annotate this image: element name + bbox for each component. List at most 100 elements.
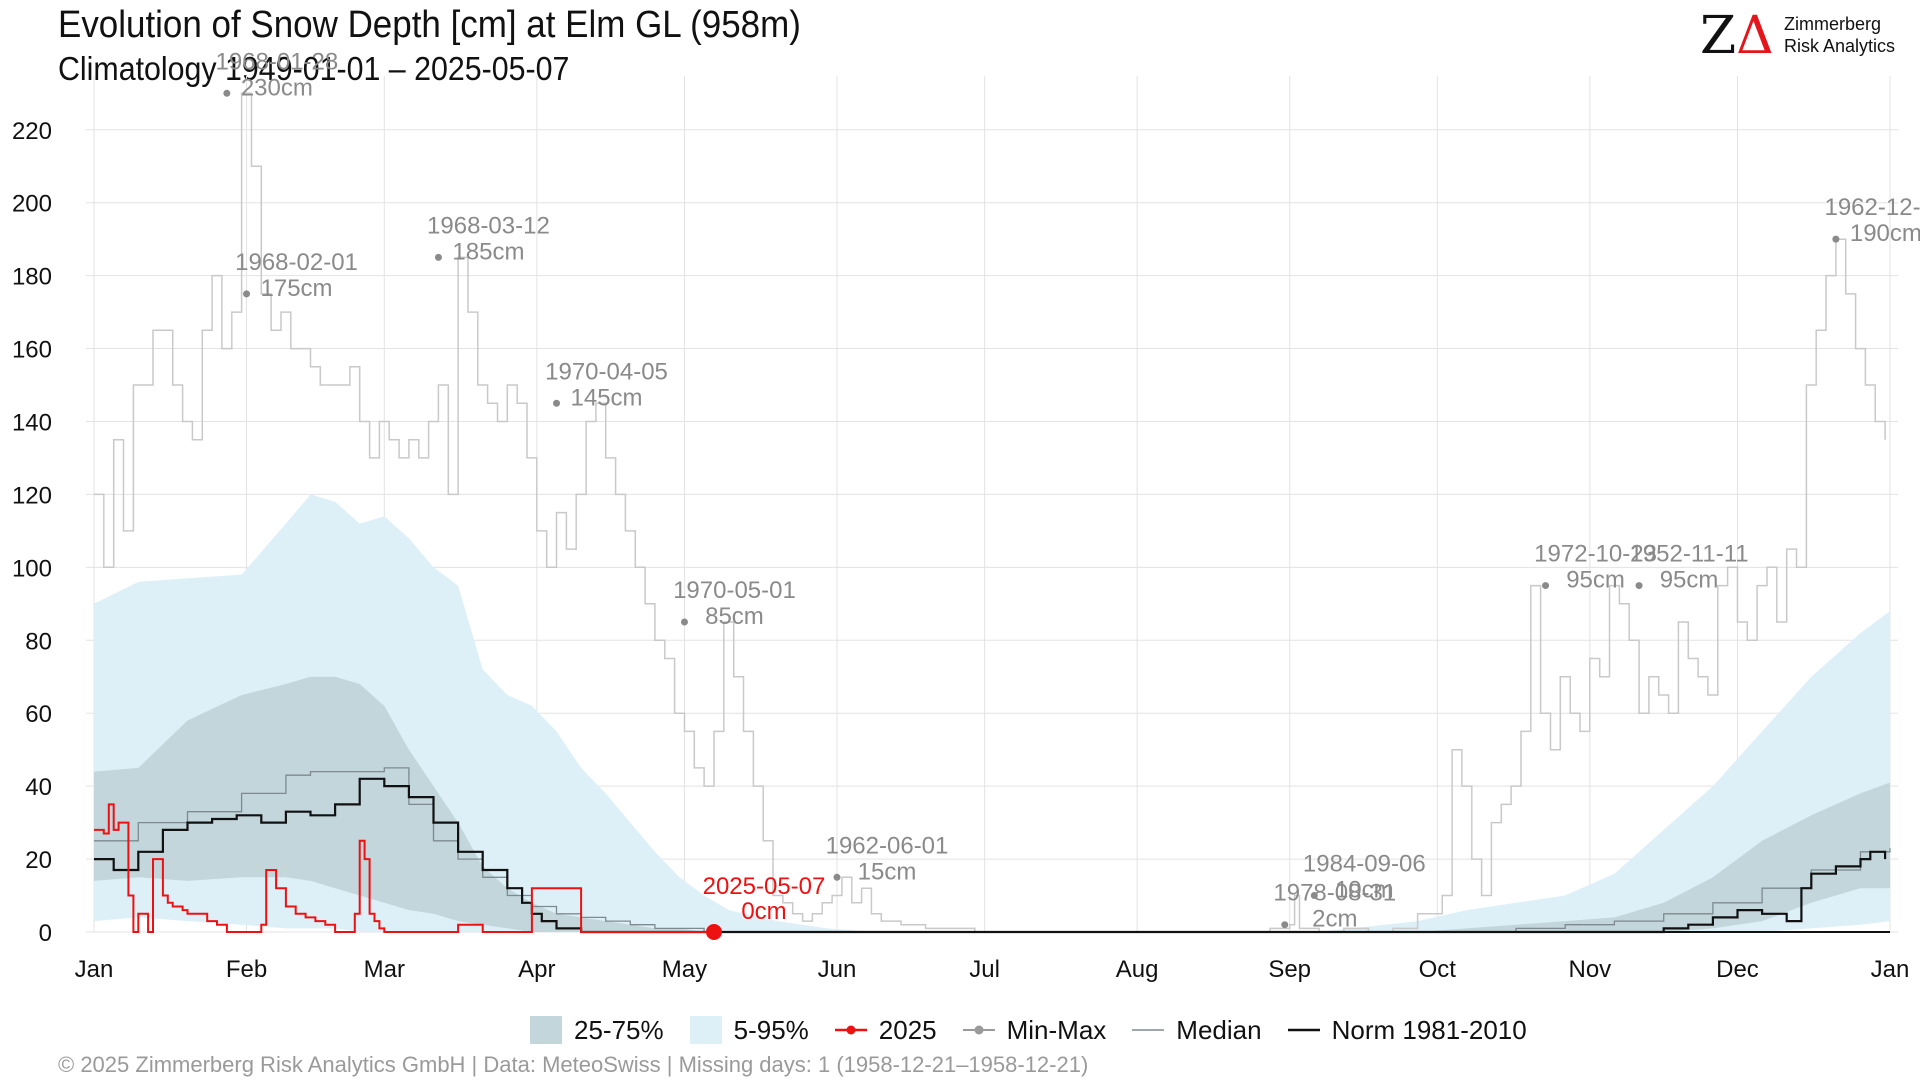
extreme-point — [243, 290, 251, 298]
legend-label-p5-95: 5-95% — [733, 1014, 809, 1045]
extreme-value-label: 190cm — [1850, 220, 1920, 247]
extreme-date-label: 1968-01-28 — [215, 48, 338, 75]
chart-subtitle: Climatology 1949-01-01 – 2025-05-07 — [58, 50, 570, 87]
legend-label-2025: 2025 — [878, 1014, 937, 1045]
extreme-point — [553, 399, 561, 407]
y-tick-label: 20 — [25, 847, 52, 874]
y-tick-label: 160 — [12, 337, 52, 364]
series-lines — [94, 92, 1891, 934]
extreme-date-label: 1968-03-12 — [427, 212, 550, 239]
legend-key-norm — [1287, 1028, 1320, 1032]
band-5-95 — [94, 494, 1890, 932]
extreme-date-label: 1968-02-01 — [235, 249, 358, 276]
legend-key-minmax — [962, 1025, 995, 1035]
x-tick-label: Dec — [1716, 956, 1759, 983]
legend-key-2025 — [834, 1025, 867, 1035]
x-tick-label: Aug — [1116, 956, 1159, 983]
legend-label-norm: Norm 1981-2010 — [1331, 1014, 1527, 1045]
logo-text-line2: Risk Analytics — [1784, 36, 1896, 56]
legend-label-median: Median — [1176, 1014, 1262, 1045]
legend-item-iqr: 25-75% — [530, 1015, 664, 1046]
x-tick-label: Apr — [518, 956, 555, 983]
legend-label-minmax: Min-Max — [1006, 1014, 1107, 1045]
legend-key-median — [1132, 1029, 1165, 1031]
extreme-value-label: 10cm — [1335, 877, 1394, 904]
y-tick-label: 40 — [25, 774, 52, 801]
x-tick-label: May — [662, 956, 707, 983]
y-tick-label: 80 — [25, 628, 52, 655]
extreme-value-label: 230cm — [241, 74, 313, 101]
logo-mark: ZΔ — [1700, 10, 1774, 62]
chart-title: Evolution of Snow Depth [cm] at Elm GL (… — [58, 4, 801, 46]
band-25-75 — [94, 676, 1890, 932]
x-tick-label: Oct — [1419, 956, 1457, 983]
series-min-max — [94, 92, 1886, 933]
series-norm-1981-2010 — [94, 777, 1887, 934]
extreme-point — [833, 873, 841, 881]
logo-text-line1: Zimmerberg — [1784, 14, 1882, 34]
legend-key-p5-95 — [689, 1016, 722, 1044]
extreme-point — [680, 618, 688, 626]
current-day-marker — [705, 924, 722, 940]
y-tick-label: 200 — [12, 191, 52, 218]
y-tick-label: 120 — [12, 482, 52, 509]
x-tick-label: Feb — [226, 956, 267, 983]
extreme-date-label: 1978-08-31 — [1273, 880, 1396, 907]
percentile-bands — [94, 494, 1890, 932]
x-tick-label: Jan — [1871, 956, 1910, 983]
company-logo: ZΔ Zimmerberg Risk Analytics — [1700, 8, 1900, 68]
legend-item-median: Median — [1132, 1014, 1262, 1046]
y-tick-label: 180 — [12, 264, 52, 291]
series-median — [94, 767, 1891, 933]
x-tick-label: Mar — [364, 956, 405, 983]
legend-item-norm: Norm 1981-2010 — [1287, 1014, 1527, 1046]
x-tick-label: Jun — [818, 956, 857, 983]
current-value-label: 0cm — [741, 898, 786, 925]
extreme-value-label: 175cm — [261, 275, 333, 302]
y-tick-label: 220 — [12, 118, 52, 145]
legend-label-iqr: 25-75% — [574, 1014, 664, 1045]
y-tick-label: 140 — [12, 409, 52, 436]
extreme-date-label: 1970-05-01 — [673, 577, 796, 604]
extreme-value-label: 95cm — [1566, 567, 1625, 594]
extreme-point — [223, 89, 231, 97]
logo-mark-delta: Δ — [1736, 6, 1774, 66]
extreme-date-label: 1952-11-11 — [1629, 541, 1748, 568]
extreme-value-label: 2cm — [1312, 906, 1357, 933]
extreme-point — [1542, 582, 1550, 590]
extreme-point — [1635, 582, 1643, 590]
copyright-footer: © 2025 Zimmerberg Risk Analytics GmbH | … — [58, 1052, 1089, 1077]
extreme-value-label: 15cm — [858, 858, 917, 885]
extreme-date-label: 1962-06-01 — [826, 832, 949, 859]
extreme-date-label: 1970-04-05 — [545, 358, 668, 385]
extreme-value-label: 85cm — [705, 603, 764, 630]
legend-item-2025: 2025 — [834, 1014, 937, 1046]
x-tick-label: Jan — [75, 956, 114, 983]
legend-item-p5-95: 5-95% — [689, 1014, 809, 1046]
y-tick-label: 0 — [39, 920, 52, 947]
extreme-point — [1281, 921, 1289, 929]
extreme-date-label: 1984-09-06 — [1303, 851, 1426, 878]
axis-labels: 0 20 40 60 80 100 120 140 160 180 200 220 Jan Feb Mar A… — [12, 118, 1909, 983]
extreme-date-label: 1972-10-23 — [1534, 541, 1657, 568]
extreme-point — [1832, 235, 1840, 243]
extreme-point — [1310, 892, 1318, 900]
extreme-point — [434, 253, 442, 261]
series-2025 — [94, 803, 719, 933]
x-tick-label: Jul — [969, 956, 1000, 983]
extreme-date-label: 1962-12-21 — [1824, 194, 1920, 221]
y-tick-label: 60 — [25, 701, 52, 728]
extreme-value-label: 185cm — [452, 238, 524, 265]
x-tick-label: Sep — [1268, 956, 1311, 983]
x-tick-label: Nov — [1569, 956, 1612, 983]
y-tick-label: 100 — [12, 555, 52, 582]
current-date-label: 2025-05-07 — [703, 873, 826, 900]
chart-legend: 25-75% 5-95% 2025 Min-Max Median Norm 19… — [530, 1012, 1553, 1048]
legend-key-iqr — [530, 1016, 562, 1044]
extreme-value-label: 95cm — [1660, 567, 1719, 594]
logo-mark-z: Z — [1700, 6, 1737, 66]
legend-item-minmax: Min-Max — [962, 1014, 1107, 1046]
extreme-value-label: 145cm — [571, 384, 643, 411]
